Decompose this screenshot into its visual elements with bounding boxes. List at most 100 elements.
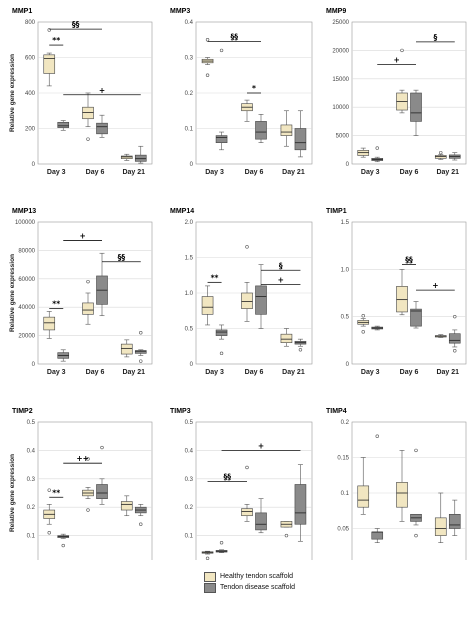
y-tick-label: 0.5 (185, 420, 194, 426)
y-tick-label: 0.2 (341, 420, 350, 426)
box-disease-day-6 (255, 114, 267, 143)
significance-label: ** (52, 36, 60, 45)
box-disease-day-6 (255, 498, 267, 534)
box-body (396, 286, 408, 313)
x-tick-label: Day 21 (282, 169, 305, 176)
box-healthy-day-3 (357, 457, 370, 515)
panel-mmp14: 0 0.5 1.0 1.5 2.0 MMP14 Day 3 Day 6 Day 21 § + ** (170, 208, 313, 376)
x-tick-label: Day 21 (122, 369, 145, 376)
box-body (96, 122, 108, 135)
outlier-point (205, 556, 210, 560)
y-tick-label: 0.3 (185, 477, 194, 483)
significance-label: * (252, 84, 256, 93)
outlier-point (245, 465, 249, 470)
y-tick-label: 0 (346, 362, 350, 368)
y-tick-label: 20000 (332, 48, 349, 54)
box-body (448, 333, 461, 344)
box-healthy-day-6 (82, 92, 94, 141)
panel-title: TIMP4 (326, 408, 347, 415)
box-healthy-day-3 (357, 314, 370, 334)
y-tick-label: 1.5 (341, 220, 350, 226)
panel-title: TIMP3 (170, 408, 191, 415)
x-tick-label: Day 3 (47, 169, 66, 176)
x-tick-label: Day 3 (205, 169, 224, 176)
box-healthy-day-3 (201, 38, 214, 77)
box-disease-day-3 (371, 325, 384, 331)
y-tick-label: 200 (25, 127, 36, 133)
y-tick-label: 0.2 (185, 505, 194, 511)
box-body (294, 484, 307, 525)
box-healthy-day-6 (82, 279, 94, 325)
y-tick-label: 0.1 (341, 491, 350, 497)
box-body (120, 343, 133, 355)
box-healthy-day-21 (434, 150, 447, 160)
box-disease-day-6 (410, 301, 422, 329)
box-body (410, 308, 422, 327)
significance-label: ++ (76, 454, 89, 463)
y-tick-label: 0.5 (185, 327, 194, 333)
box-healthy-day-6 (241, 245, 253, 322)
x-tick-label: Day 3 (47, 369, 66, 376)
box-body (134, 350, 147, 354)
y-tick-label: 0.3 (185, 56, 194, 62)
y-tick-label: 15000 (332, 77, 349, 83)
box-body (57, 121, 70, 128)
box-disease-day-3 (215, 324, 228, 356)
box-body (215, 135, 228, 144)
outlier-point (139, 331, 143, 335)
outlier-point (298, 348, 303, 352)
box-healthy-day-6 (396, 450, 408, 522)
outlier-point (86, 457, 90, 461)
significance-label: §§ (118, 253, 126, 262)
box-body (357, 485, 370, 508)
y-tick-label: 0.1 (185, 534, 194, 540)
box-disease-day-6 (410, 448, 422, 538)
box-disease-day-3 (57, 349, 70, 362)
outlier-point (205, 73, 210, 77)
box-disease-day-21 (448, 152, 461, 161)
y-tick-label: 1.0 (341, 267, 350, 273)
box-disease-day-3 (215, 48, 228, 151)
y-tick-label: 80000 (18, 248, 35, 254)
outlier-point (414, 533, 418, 538)
box-body (120, 155, 133, 159)
box-disease-day-3 (371, 434, 384, 544)
box-healthy-day-3 (43, 311, 56, 339)
x-tick-label: Day 21 (436, 369, 459, 376)
box-body (371, 531, 384, 540)
box-disease-day-21 (294, 464, 307, 542)
box-body (215, 329, 228, 336)
box-healthy-day-3 (43, 488, 56, 535)
y-tick-label: 600 (25, 56, 36, 62)
box-disease-day-6 (96, 114, 108, 138)
outlier-point (375, 434, 379, 438)
box-body (82, 302, 94, 315)
significance-label: + (99, 86, 105, 95)
panel-title: TIMP1 (326, 208, 347, 215)
significance-label: ** (52, 488, 60, 497)
box-body (434, 517, 447, 536)
box-body (96, 484, 108, 499)
panel-mmp9: 0 5000 10000 15000 20000 25000 MMP9 Day 3 Day 6 D… (326, 8, 467, 176)
box-body (255, 512, 267, 531)
significance-label: ** (211, 273, 219, 282)
box-healthy-day-3 (43, 28, 56, 87)
legend-label-healthy: Healthy tendon scaffold (220, 573, 294, 580)
box-body (82, 106, 94, 120)
plot-frame (351, 21, 467, 165)
panel-mmp13: 0 20000 40000 60000 80000 100000 MMP13 Day 3 Day… (9, 208, 153, 376)
outlier-point (47, 488, 51, 492)
y-tick-label: 0.3 (27, 477, 36, 483)
y-tick-label: 0.4 (185, 20, 194, 26)
y-tick-label: 100000 (15, 220, 36, 226)
significance-label: § (279, 261, 283, 270)
box-healthy-day-6 (396, 269, 408, 316)
box-healthy-day-3 (357, 147, 370, 158)
panel-title: MMP1 (12, 8, 32, 15)
y-axis-label: Relative gene expression (9, 54, 16, 132)
y-tick-label: 25000 (332, 20, 349, 26)
box-healthy-day-21 (120, 153, 133, 161)
box-body (201, 296, 214, 315)
